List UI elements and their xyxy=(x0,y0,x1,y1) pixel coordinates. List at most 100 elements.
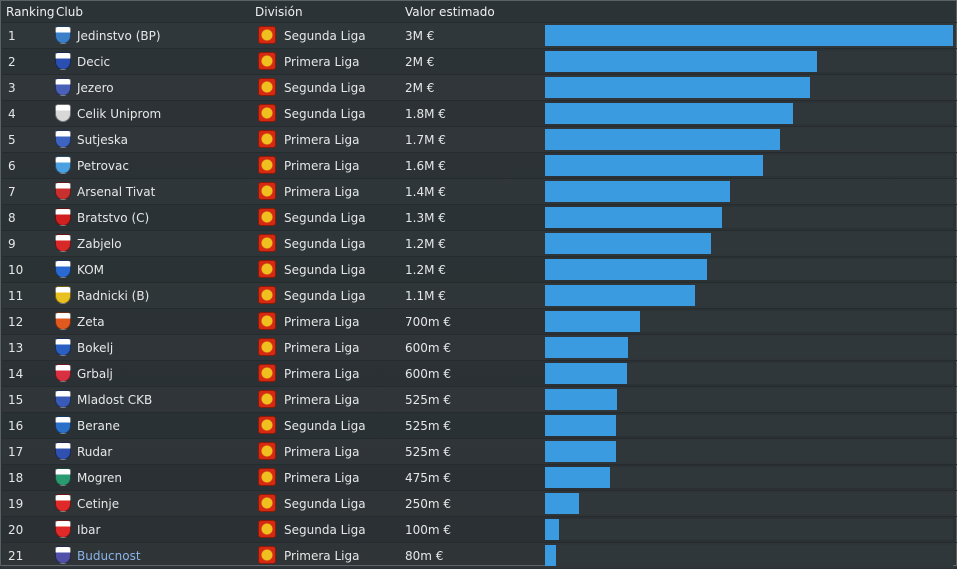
table-row[interactable]: 5 Sutjeska Primera Liga 1.7M € xyxy=(2,126,957,152)
table-row[interactable]: 12 Zeta Primera Liga 700m € xyxy=(2,308,957,334)
club-name-link[interactable]: Mogren xyxy=(77,471,122,485)
estimated-value: 2M € xyxy=(405,55,435,69)
value-bar xyxy=(545,467,610,488)
table-row[interactable]: 18 Mogren Primera Liga 475m € xyxy=(2,464,957,490)
value-bar-track xyxy=(545,519,953,540)
table-row[interactable]: 3 Jezero Segunda Liga 2M € xyxy=(2,74,957,100)
value-bar xyxy=(545,415,616,436)
division-logo-icon xyxy=(258,546,276,564)
club-name-link[interactable]: Arsenal Tivat xyxy=(77,185,156,199)
table-row[interactable]: 7 Arsenal Tivat Primera Liga 1.4M € xyxy=(2,178,957,204)
division-name[interactable]: Segunda Liga xyxy=(284,211,366,225)
division-name[interactable]: Primera Liga xyxy=(284,549,360,563)
division-logo-icon xyxy=(258,520,276,538)
club-name-link[interactable]: Cetinje xyxy=(77,497,120,511)
table-row[interactable]: 19 Cetinje Segunda Liga 250m € xyxy=(2,490,957,516)
table-row[interactable]: 13 Bokelj Primera Liga 600m € xyxy=(2,334,957,360)
rank-number: 16 xyxy=(8,419,24,433)
table-row[interactable]: 9 Zabjelo Segunda Liga 1.2M € xyxy=(2,230,957,256)
division-name[interactable]: Segunda Liga xyxy=(284,237,366,251)
club-name-link[interactable]: Bratstvo (C) xyxy=(77,211,150,225)
club-name-link[interactable]: Berane xyxy=(77,419,120,433)
division-name[interactable]: Segunda Liga xyxy=(284,29,366,43)
value-bar-track xyxy=(545,259,953,280)
division-name[interactable]: Primera Liga xyxy=(284,471,360,485)
club-name-link[interactable]: Mladost CKB xyxy=(77,393,153,407)
rank-number: 21 xyxy=(8,549,24,563)
rank-number: 5 xyxy=(8,133,16,147)
club-badge-icon xyxy=(54,208,72,228)
club-name-link[interactable]: Decic xyxy=(77,55,111,69)
division-name[interactable]: Primera Liga xyxy=(284,159,360,173)
club-name-link[interactable]: Zeta xyxy=(77,315,105,329)
rank-number: 13 xyxy=(8,341,24,355)
rank-number: 4 xyxy=(8,107,16,121)
value-bar-track xyxy=(545,311,953,332)
club-name-link[interactable]: Zabjelo xyxy=(77,237,122,251)
division-name[interactable]: Segunda Liga xyxy=(284,419,366,433)
rank-number: 15 xyxy=(8,393,24,407)
club-name-link[interactable]: Buducnost xyxy=(77,549,141,563)
club-name-link[interactable]: Grbalj xyxy=(77,367,113,381)
club-badge-icon xyxy=(54,78,72,98)
rank-number: 14 xyxy=(8,367,24,381)
table-row[interactable]: 21 Buducnost Primera Liga 80m € xyxy=(2,542,957,568)
table-row[interactable]: 20 Ibar Segunda Liga 100m € xyxy=(2,516,957,542)
club-badge-icon xyxy=(54,156,72,176)
division-logo-icon xyxy=(258,52,276,70)
club-name-link[interactable]: Rudar xyxy=(77,445,113,459)
division-name[interactable]: Primera Liga xyxy=(284,315,360,329)
club-name-link[interactable]: Radnicki (B) xyxy=(77,289,150,303)
club-badge-icon xyxy=(54,104,72,124)
division-name[interactable]: Primera Liga xyxy=(284,341,360,355)
division-name[interactable]: Segunda Liga xyxy=(284,497,366,511)
table-row[interactable]: 15 Mladost CKB Primera Liga 525m € xyxy=(2,386,957,412)
estimated-value: 3M € xyxy=(405,29,435,43)
header-value[interactable]: Valor estimado xyxy=(405,5,495,19)
table-row[interactable]: 1 Jedinstvo (BP) Segunda Liga 3M € xyxy=(2,22,957,48)
value-bar-track xyxy=(545,181,953,202)
header-division[interactable]: División xyxy=(255,5,303,19)
division-name[interactable]: Segunda Liga xyxy=(284,81,366,95)
value-bar xyxy=(545,129,780,150)
club-name-link[interactable]: KOM xyxy=(77,263,105,277)
division-name[interactable]: Primera Liga xyxy=(284,185,360,199)
division-name[interactable]: Segunda Liga xyxy=(284,263,366,277)
table-row[interactable]: 4 Celik Uniprom Segunda Liga 1.8M € xyxy=(2,100,957,126)
division-name[interactable]: Primera Liga xyxy=(284,393,360,407)
division-name[interactable]: Segunda Liga xyxy=(284,107,366,121)
value-bar xyxy=(545,519,559,540)
club-name-link[interactable]: Jedinstvo (BP) xyxy=(77,29,161,43)
rank-number: 8 xyxy=(8,211,16,225)
club-name-link[interactable]: Jezero xyxy=(77,81,114,95)
division-logo-icon xyxy=(258,104,276,122)
table-row[interactable]: 14 Grbalj Primera Liga 600m € xyxy=(2,360,957,386)
club-name-link[interactable]: Bokelj xyxy=(77,341,114,355)
division-name[interactable]: Primera Liga xyxy=(284,55,360,69)
division-logo-icon xyxy=(258,416,276,434)
club-badge-icon xyxy=(54,130,72,150)
table-row[interactable]: 10 KOM Segunda Liga 1.2M € xyxy=(2,256,957,282)
club-name-link[interactable]: Ibar xyxy=(77,523,101,537)
division-name[interactable]: Segunda Liga xyxy=(284,289,366,303)
header-club[interactable]: Club xyxy=(56,5,83,19)
value-bar xyxy=(545,233,711,254)
header-ranking[interactable]: Ranking xyxy=(6,5,55,19)
table-row[interactable]: 6 Petrovac Primera Liga 1.6M € xyxy=(2,152,957,178)
table-row[interactable]: 8 Bratstvo (C) Segunda Liga 1.3M € xyxy=(2,204,957,230)
table-row[interactable]: 11 Radnicki (B) Segunda Liga 1.1M € xyxy=(2,282,957,308)
division-name[interactable]: Primera Liga xyxy=(284,367,360,381)
table-row[interactable]: 17 Rudar Primera Liga 525m € xyxy=(2,438,957,464)
club-name-link[interactable]: Petrovac xyxy=(77,159,129,173)
table-row[interactable]: 16 Berane Segunda Liga 525m € xyxy=(2,412,957,438)
club-name-link[interactable]: Sutjeska xyxy=(77,133,128,147)
division-logo-icon xyxy=(258,338,276,356)
estimated-value: 80m € xyxy=(405,549,444,563)
club-name-link[interactable]: Celik Uniprom xyxy=(77,107,162,121)
division-name[interactable]: Segunda Liga xyxy=(284,523,366,537)
division-name[interactable]: Primera Liga xyxy=(284,445,360,459)
division-name[interactable]: Primera Liga xyxy=(284,133,360,147)
table-row[interactable]: 2 Decic Primera Liga 2M € xyxy=(2,48,957,74)
estimated-value: 1.3M € xyxy=(405,211,446,225)
estimated-value: 600m € xyxy=(405,341,452,355)
